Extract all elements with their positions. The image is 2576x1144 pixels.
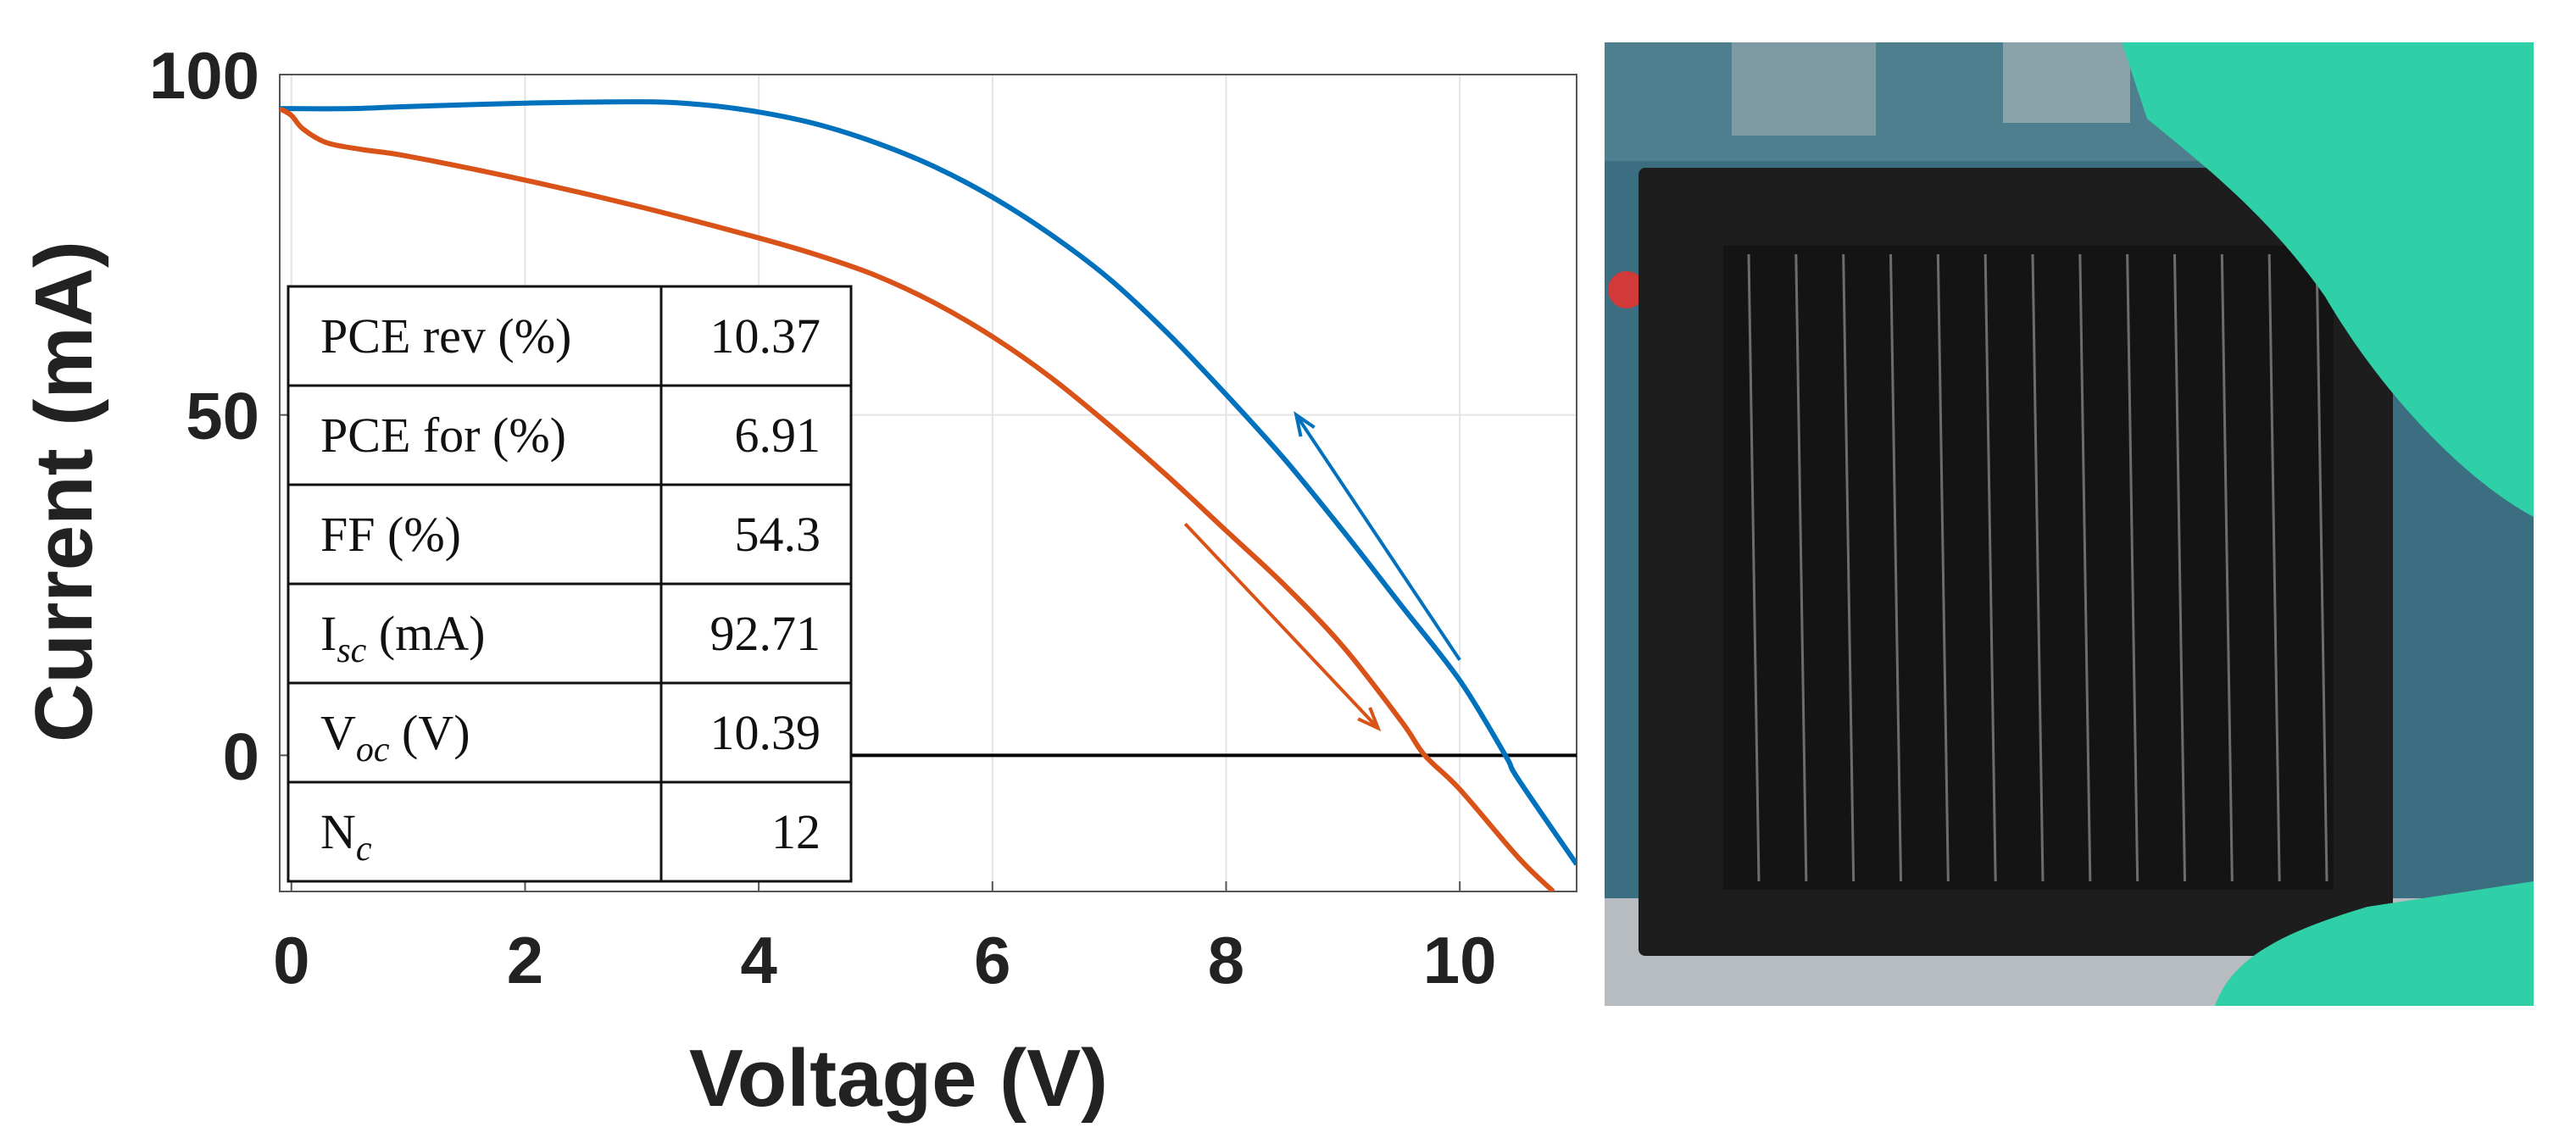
cell-interconnect-line xyxy=(2315,253,2328,882)
cell-interconnect-line xyxy=(2031,253,2045,882)
lab-equipment xyxy=(2003,42,2130,123)
table-label: Isc (mA) xyxy=(320,606,485,670)
x-axis-title: Voltage (V) xyxy=(689,1033,1108,1124)
reverse-scan-curve xyxy=(280,99,1577,866)
table-label-unit: (mA) xyxy=(366,606,485,661)
x-tick-label: 10 xyxy=(1423,923,1497,997)
forward-scan-arrow-shaft xyxy=(1183,522,1380,730)
cell-interconnect-line xyxy=(1889,253,1902,882)
table-label-subscript: c xyxy=(356,830,372,869)
lab-equipment xyxy=(1732,42,1876,136)
solar-module-photo xyxy=(1605,42,2534,1006)
table-value: 54.3 xyxy=(735,507,821,562)
y-tick-label: 100 xyxy=(149,38,259,113)
table-value: 10.37 xyxy=(710,308,821,364)
cell-interconnect-line xyxy=(2078,253,2092,882)
table-label-main: PCE rev (%) xyxy=(320,308,571,364)
table-label-main: V xyxy=(320,705,356,760)
table-label-main: PCE for (%) xyxy=(320,408,566,463)
series-layer xyxy=(280,99,1577,891)
table-value: 92.71 xyxy=(710,606,821,661)
cell-interconnect-line xyxy=(1842,253,1855,882)
cell-interconnect-line xyxy=(2220,253,2234,882)
x-tick-label: 4 xyxy=(740,923,776,997)
y-tick-label: 50 xyxy=(186,379,259,453)
cell-interconnect-line xyxy=(1936,253,1950,882)
x-tick-label: 8 xyxy=(1208,923,1244,997)
y-axis-title: Current (mA) xyxy=(19,241,109,742)
y-tick-label: 0 xyxy=(223,719,259,793)
table-label: Voc (V) xyxy=(320,705,470,769)
glove-bottom xyxy=(2215,881,2534,1006)
plot-frame xyxy=(279,74,1577,892)
table-label: Nc xyxy=(320,804,372,869)
reverse-scan-arrow-head xyxy=(1294,411,1316,437)
table-label-subscript: sc xyxy=(337,631,366,670)
cell-interconnect-line xyxy=(2126,253,2139,882)
table-label: PCE rev (%) xyxy=(320,308,571,364)
table-label: PCE for (%) xyxy=(320,408,566,463)
table-value: 6.91 xyxy=(735,408,821,463)
cell-interconnects xyxy=(1747,253,2328,882)
red-knob xyxy=(1608,271,1645,308)
table-label-unit: (V) xyxy=(390,705,470,760)
sweep-arrows xyxy=(1183,411,1461,732)
reverse-scan-arrow-shaft xyxy=(1294,414,1461,661)
forward-scan-arrow-head xyxy=(1357,707,1382,732)
x-tick-label: 6 xyxy=(974,923,1010,997)
x-tick-label: 0 xyxy=(273,923,309,997)
cell-interconnect-line xyxy=(1794,253,1808,882)
active-area xyxy=(1723,246,2334,890)
table-label: FF (%) xyxy=(320,507,461,562)
glove-top xyxy=(2122,42,2534,517)
forward-scan-curve xyxy=(280,106,1555,891)
photo-illustration xyxy=(1605,42,2534,1006)
table-value: 12 xyxy=(771,804,821,859)
cell-interconnect-line xyxy=(1747,253,1761,882)
table-label-main: N xyxy=(320,804,356,859)
cell-interconnect-line xyxy=(2173,253,2186,882)
table-label-subscript: oc xyxy=(356,730,390,769)
x-tick-labels: 0 2 4 6 8 10 xyxy=(273,923,1496,997)
y-tick-labels: 0 50 100 xyxy=(149,38,259,793)
cell-interconnect-line xyxy=(1983,253,1997,882)
table-label-main: I xyxy=(320,606,337,661)
parameter-table: PCE rev (%) 10.37 PCE for (%) 6.91 FF (%) 54.… xyxy=(287,285,853,883)
cell-interconnect-line xyxy=(2267,253,2281,882)
table-label-main: FF (%) xyxy=(320,507,461,562)
x-tick-label: 2 xyxy=(507,923,543,997)
table-value: 10.39 xyxy=(710,705,821,760)
iv-chart: PCE rev (%) 10.37 PCE for (%) 6.91 FF (%) 54.… xyxy=(19,38,1577,1124)
